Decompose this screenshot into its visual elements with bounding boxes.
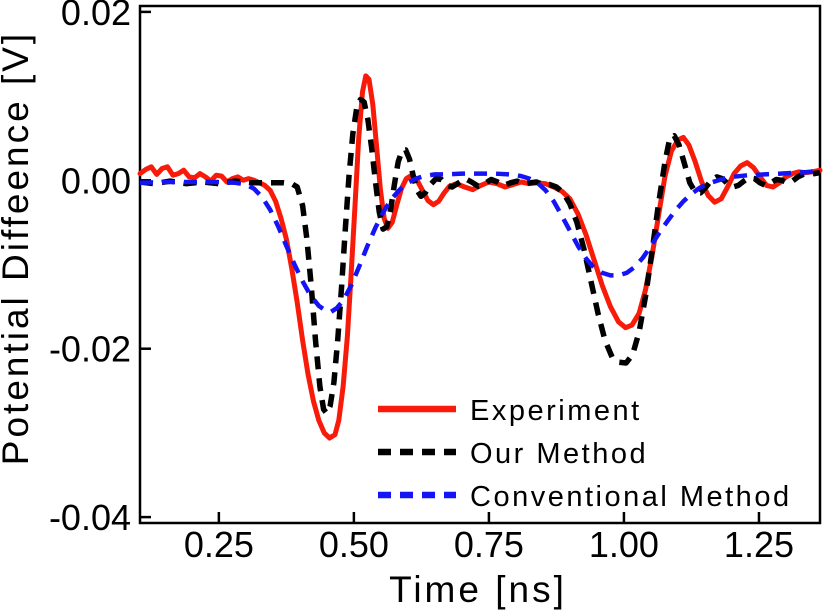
y-axis-title: Potential Diffeence [V]: [0, 31, 36, 465]
x-tick-label: 1.25: [724, 524, 794, 565]
x-tick-label: 0.75: [454, 524, 524, 565]
data-series: [137, 73, 823, 441]
y-tick-label: 0.00: [61, 160, 131, 201]
y-axis-ticks: 0.02 0.00 -0.02 -0.04: [49, 0, 151, 538]
plot-frame: [138, 4, 822, 525]
legend-label-2: Our Method: [470, 438, 648, 470]
y-tick-label: 0.02: [61, 0, 131, 33]
legend-label-1: Experiment: [470, 395, 642, 427]
y-tick-label: -0.02: [49, 329, 131, 370]
series-line-experiment: [137, 73, 823, 441]
legend: Experiment Our Method Conventional Method: [378, 395, 792, 513]
plot-border: [138, 4, 822, 525]
x-tick-label: 0.50: [319, 524, 389, 565]
legend-label-3: Conventional Method: [470, 481, 792, 513]
x-tick-label: 0.25: [184, 524, 254, 565]
y-tick-label: -0.04: [49, 497, 131, 538]
x-axis-ticks: 0.25 0.50 0.75 1.00 1.25: [184, 512, 794, 565]
x-axis-title: Time [ns]: [389, 569, 567, 610]
series-line-conventional-method: [139, 167, 821, 314]
x-tick-label: 1.00: [589, 524, 659, 565]
series-line-our-method: [139, 96, 821, 417]
